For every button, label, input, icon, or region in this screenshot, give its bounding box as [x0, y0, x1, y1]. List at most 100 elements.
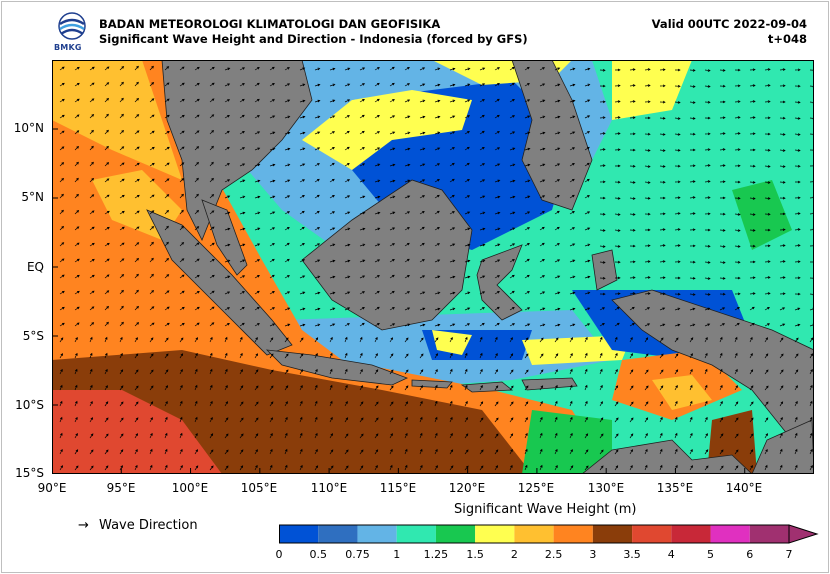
wave-arrow [329, 227, 336, 231]
wave-arrow [239, 243, 246, 247]
wave-arrow [539, 464, 543, 471]
wave-arrow [674, 353, 679, 359]
wave-arrow [329, 307, 336, 311]
wave-arrow [494, 67, 501, 71]
wave-arrow [224, 352, 228, 359]
wave-arrow [779, 432, 783, 439]
arrow-right-icon: → [78, 518, 89, 533]
wave-arrow [104, 162, 110, 167]
wave-arrow [164, 400, 168, 407]
wave-arrow [344, 163, 350, 167]
wave-arrow [494, 401, 499, 407]
wave-arrow [419, 400, 423, 407]
wave-arrow [569, 337, 573, 343]
wave-arrow [314, 259, 321, 263]
wave-arrow [209, 258, 215, 263]
wave-arrow [314, 465, 319, 471]
wave-arrow [584, 83, 591, 87]
wave-arrow [629, 433, 634, 439]
wave-arrow [359, 352, 363, 359]
wave-arrow [224, 368, 228, 375]
wave-arrow [764, 132, 771, 136]
wave-arrow [704, 196, 711, 199]
wave-arrow [690, 148, 696, 152]
wave-arrow [779, 149, 786, 152]
wave-arrow [149, 114, 155, 119]
wave-arrow [149, 257, 154, 263]
wave-arrow [644, 228, 651, 232]
wave-arrow [119, 433, 124, 439]
wave-arrow [539, 323, 546, 327]
wave-arrow [569, 147, 576, 151]
wave-arrow [569, 99, 576, 103]
wave-arrow [209, 368, 213, 375]
wave-arrow [224, 115, 230, 119]
wave-arrow [524, 163, 531, 167]
wave-arrow [149, 353, 154, 359]
wave-arrow [344, 227, 351, 231]
wave-arrow [674, 133, 681, 136]
wave-arrow [344, 465, 349, 471]
wave-map [52, 60, 814, 474]
wave-arrow [149, 289, 155, 295]
wave-arrow [269, 353, 274, 359]
wave-arrow [569, 465, 574, 471]
wave-arrow [269, 147, 276, 151]
wave-arrow [449, 83, 456, 87]
wave-arrow [764, 353, 769, 359]
wave-arrow [434, 115, 441, 119]
wave-arrow [254, 98, 260, 103]
wave-arrow [149, 98, 155, 103]
wave-arrow [269, 243, 275, 247]
wave-arrow [284, 115, 291, 119]
wave-arrow [509, 385, 514, 391]
wave-arrow [329, 147, 335, 151]
wave-arrow [224, 163, 230, 167]
wave-arrow [584, 211, 591, 215]
wave-arrow [359, 179, 366, 183]
wave-arrow [209, 465, 214, 471]
wave-arrow [644, 307, 651, 311]
wave-arrow [614, 306, 620, 311]
wave-arrow [419, 323, 426, 327]
wave-arrow [164, 146, 170, 151]
wave-arrow [134, 322, 140, 327]
wave-arrow [209, 226, 215, 231]
lon-label-140e: 140°E [725, 481, 763, 495]
wave-arrow [59, 242, 65, 247]
wave-arrow [419, 115, 426, 119]
wave-arrow [389, 448, 393, 455]
wave-arrow [299, 464, 303, 471]
wave-arrow [449, 352, 453, 359]
wave-arrow [74, 352, 78, 359]
wave-arrow [359, 163, 366, 167]
wave-arrow [689, 117, 696, 120]
wave-arrow [314, 432, 318, 439]
wave-arrow [809, 448, 813, 455]
wave-arrow [89, 98, 95, 103]
wave-arrow [134, 417, 139, 423]
wave-arrow [794, 196, 801, 200]
colorbar-cell [514, 525, 554, 543]
wave-arrow [239, 114, 245, 119]
lon-label-135e: 135°E [656, 481, 694, 495]
wave-arrow [269, 448, 273, 455]
wave-arrow [239, 385, 244, 391]
wave-arrow [629, 68, 636, 71]
wave-arrow [209, 400, 213, 407]
wave-arrow [704, 352, 708, 359]
wave-arrow [449, 131, 456, 135]
wave-arrow [779, 133, 786, 136]
wave-arrow [569, 416, 573, 423]
wave-arrow [284, 464, 288, 471]
wave-arrow [314, 178, 320, 183]
colorbar [279, 524, 819, 544]
wave-arrow [704, 336, 708, 343]
wave-arrow [224, 401, 228, 407]
wave-arrow [239, 369, 243, 375]
wave-arrow [239, 179, 246, 183]
wave-arrow [569, 131, 576, 135]
wave-arrow [749, 181, 756, 184]
wave-arrow [299, 131, 306, 135]
wave-arrow [419, 131, 426, 135]
